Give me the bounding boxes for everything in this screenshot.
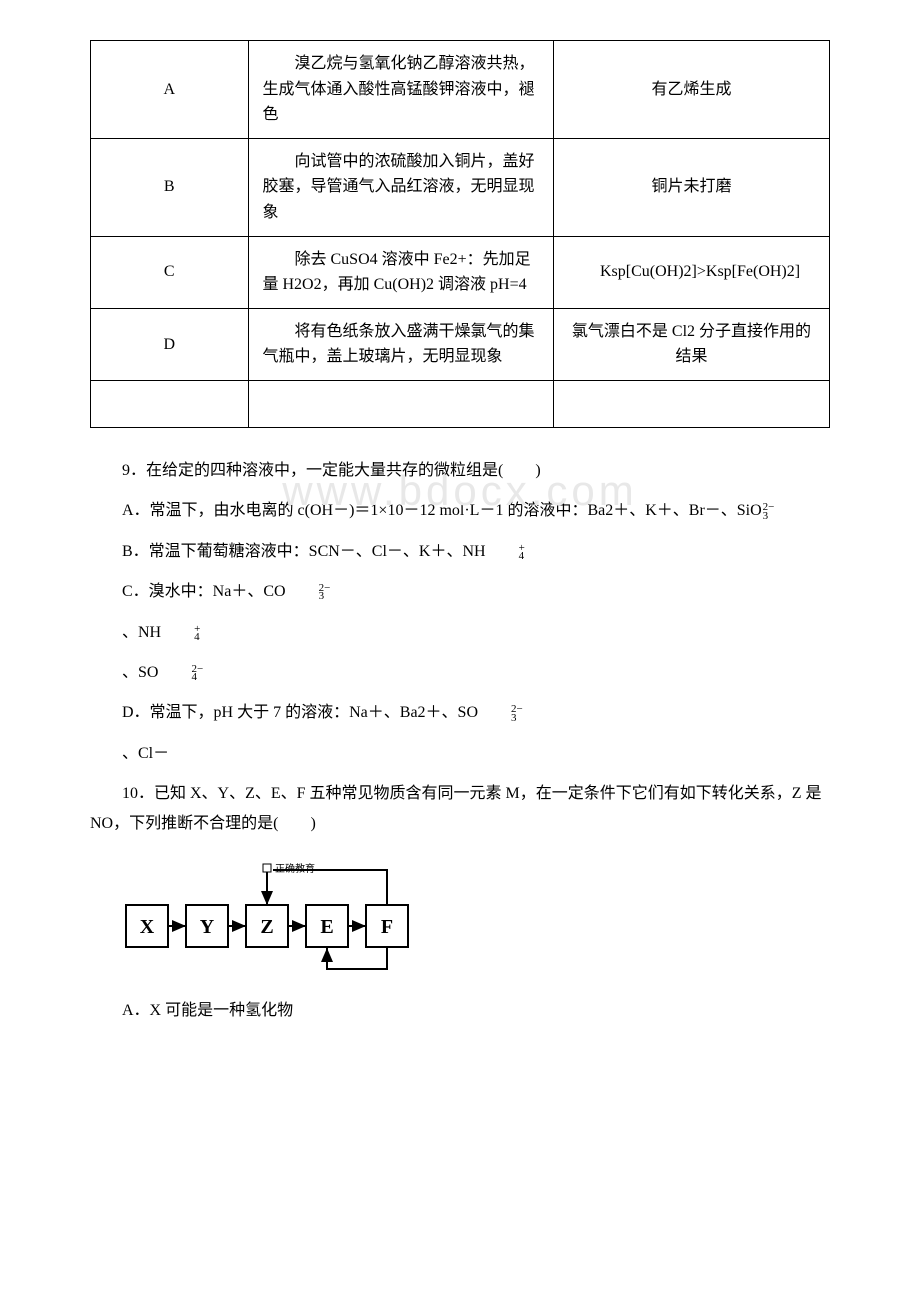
experiment-cell: 向试管中的浓硫酸加入铜片，盖好胶塞，导管通气入品红溶液，无明显现象 [248,138,553,236]
experiment-cell: 溴乙烷与氢氧化钠乙醇溶液共热，生成气体通入酸性高锰酸钾溶液中，褪色 [248,41,553,139]
transformation-diagram: X Y Z E F 正确教育 [122,850,830,980]
table-row: C除去 CuSO4 溶液中 Fe2+：先加足量 H2O2，再加 Cu(OH)2 … [91,236,830,308]
svg-text:X: X [140,916,155,938]
q9-d-text2: 、Cl－ [122,745,169,762]
conclusion-cell: Ksp[Cu(OH)2]>Ksp[Fe(OH)2] [553,236,829,308]
conclusion-cell: 铜片未打磨 [553,138,829,236]
table-row: A溴乙烷与氢氧化钠乙醇溶液共热，生成气体通入酸性高锰酸钾溶液中，褪色有乙烯生成 [91,41,830,139]
q10-option-a: A．X 可能是一种氢化物 [90,996,830,1026]
svg-text:F: F [381,916,393,938]
table-row: B向试管中的浓硫酸加入铜片，盖好胶塞，导管通气入品红溶液，无明显现象铜片未打磨 [91,138,830,236]
q9-c-text3: 、SO [122,664,158,681]
svg-text:Y: Y [200,916,215,938]
so3-ion: 2−3 [478,704,523,721]
co3-ion: 2−3 [286,583,331,600]
experiment-cell: 将有色纸条放入盛满干燥氯气的集气瓶中，盖上玻璃片，无明显现象 [248,308,553,380]
q9-c-text2: 、NH [122,624,161,641]
table-row: D将有色纸条放入盛满干燥氯气的集气瓶中，盖上玻璃片，无明显现象氯气漂白不是 Cl… [91,308,830,380]
q9-option-c-line2: 、NH+4 [90,618,830,648]
q9-c-text1: C．溴水中：Na＋、CO [122,583,286,600]
q9-option-d-line2: 、Cl－ [90,739,830,769]
conclusion-cell: 氯气漂白不是 Cl2 分子直接作用的结果 [553,308,829,380]
svg-text:正确教育: 正确教育 [275,862,315,875]
q9-a-text: A．常温下，由水电离的 c(OH－)＝1×10－12 mol·L－1 的溶液中：… [90,496,762,526]
option-letter: C [91,236,249,308]
q10-stem: 10．已知 X、Y、Z、E、F 五种常见物质含有同一元素 M，在一定条件下它们有… [90,779,830,840]
q9-b-text: B．常温下葡萄糖溶液中：SCN－、Cl－、K＋、NH [122,543,486,560]
table-empty-row [91,380,830,427]
nh4-ion-2: +4 [161,624,200,641]
conclusion-cell: 有乙烯生成 [553,41,829,139]
q9-d-text1: D．常温下，pH 大于 7 的溶液：Na＋、Ba2＋、SO [122,704,478,721]
so4-ion: 2−4 [158,664,203,681]
svg-text:Z: Z [260,916,273,938]
option-letter: B [91,138,249,236]
q9-stem: 9．在给定的四种溶液中，一定能大量共存的微粒组是( ) [90,456,830,486]
q9-option-c-line1: C．溴水中：Na＋、CO2−3 [90,577,830,607]
q9-option-c-line3: 、SO2−4 [90,658,830,688]
nh4-ion: +4 [486,543,525,560]
option-letter: D [91,308,249,380]
q9-option-a: A．常温下，由水电离的 c(OH－)＝1×10－12 mol·L－1 的溶液中：… [90,496,830,526]
sio3-ion: 2−3 [762,502,775,519]
q9-option-d-line1: D．常温下，pH 大于 7 的溶液：Na＋、Ba2＋、SO2−3 [90,698,830,728]
option-letter: A [91,41,249,139]
options-table: A溴乙烷与氢氧化钠乙醇溶液共热，生成气体通入酸性高锰酸钾溶液中，褪色有乙烯生成B… [90,40,830,428]
q9-option-b: B．常温下葡萄糖溶液中：SCN－、Cl－、K＋、NH+4 [90,537,830,567]
experiment-cell: 除去 CuSO4 溶液中 Fe2+：先加足量 H2O2，再加 Cu(OH)2 调… [248,236,553,308]
svg-text:E: E [320,916,333,938]
